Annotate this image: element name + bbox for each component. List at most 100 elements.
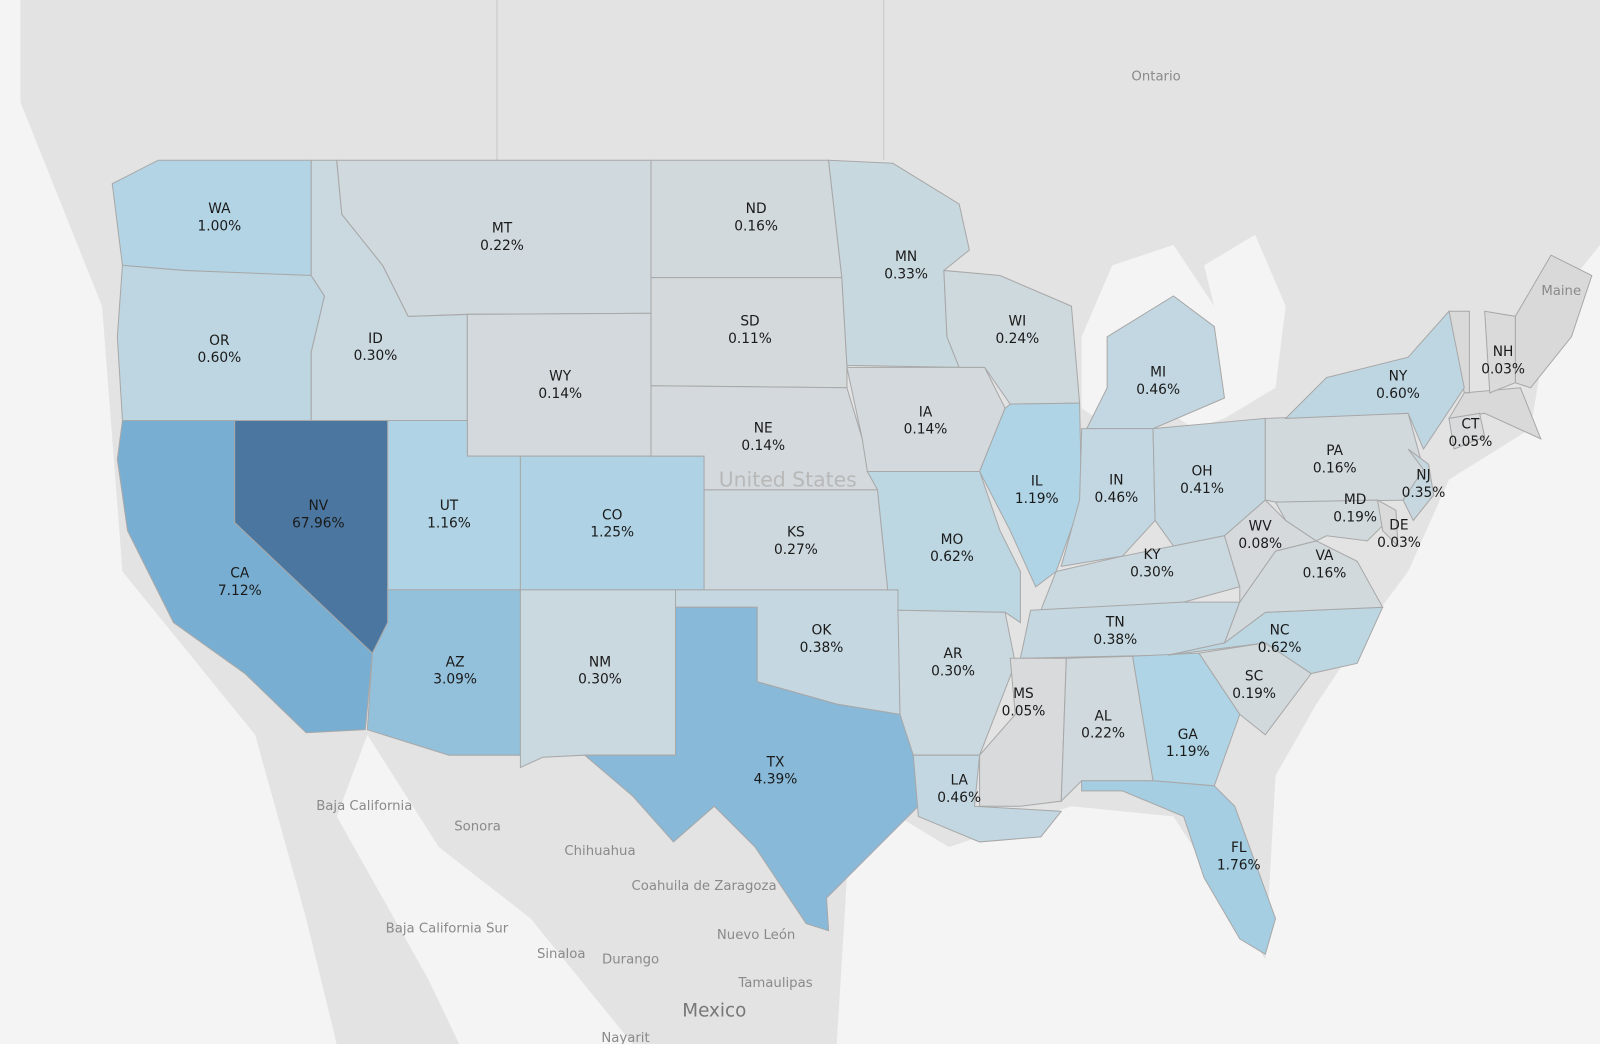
state <box>1085 295 1226 430</box>
state <box>1448 412 1486 450</box>
state-code: DE <box>1389 518 1408 534</box>
place-label: Mexico <box>682 1000 746 1021</box>
state-value: 4.39% <box>754 772 798 788</box>
state-value: 0.14% <box>538 386 582 402</box>
place-label: Sinaloa <box>537 947 586 962</box>
state-value: 0.30% <box>354 348 398 364</box>
state-code: WV <box>1249 519 1273 535</box>
state <box>583 606 919 932</box>
state-value: 67.96% <box>292 516 344 532</box>
state-value: 0.03% <box>1481 361 1525 377</box>
state-value: 1.16% <box>427 516 471 532</box>
state-value: 0.27% <box>774 542 818 558</box>
state <box>912 754 1063 843</box>
state-code: NJ <box>1416 468 1430 484</box>
place-label: Nayarit <box>601 1031 649 1044</box>
state-value: 1.00% <box>198 219 242 235</box>
place-label: Coahuila de Zaragoza <box>632 879 777 894</box>
state-code: IA <box>919 404 933 420</box>
state-value: 0.05% <box>1002 703 1046 719</box>
state-code: AL <box>1095 708 1112 724</box>
states <box>111 159 1516 955</box>
place-label: Sonora <box>454 820 501 835</box>
state-value: 0.08% <box>1238 536 1282 552</box>
state-value: 0.60% <box>198 350 242 366</box>
state-value: 1.25% <box>590 525 634 541</box>
state <box>1132 652 1241 787</box>
state-code: NY <box>1389 369 1408 385</box>
state-code: WY <box>549 369 572 385</box>
state-code: NE <box>754 421 773 437</box>
state <box>650 277 848 389</box>
state-value: 0.11% <box>728 331 772 347</box>
state-value: 0.46% <box>1094 490 1138 506</box>
state-code: UT <box>440 498 459 514</box>
state <box>1376 499 1399 548</box>
state-code: NH <box>1493 344 1514 360</box>
state-code: MO <box>941 532 964 548</box>
state-value: 0.46% <box>1136 382 1180 398</box>
state <box>466 312 652 457</box>
state-code: SC <box>1245 669 1263 685</box>
state-code: TN <box>1105 615 1125 631</box>
state <box>1284 310 1465 451</box>
state-code: ID <box>368 331 383 347</box>
state-value: 0.38% <box>1093 632 1137 648</box>
state <box>1402 448 1435 522</box>
state-value: 0.03% <box>1377 535 1421 551</box>
state-value: 0.30% <box>931 664 975 680</box>
state-value: 0.35% <box>1402 485 1446 501</box>
state-value: 0.22% <box>1081 726 1125 742</box>
state <box>1264 412 1425 503</box>
state-code: MT <box>492 221 513 237</box>
state-value: 1.19% <box>1015 491 1059 507</box>
state-code: FL <box>1231 840 1247 856</box>
state-value: 0.16% <box>1303 566 1347 582</box>
state-code: MD <box>1344 492 1366 508</box>
state-code: WI <box>1009 313 1027 329</box>
labels: Ontario Maine United States Baja Califor… <box>198 70 1582 1044</box>
state-code: AR <box>944 646 963 662</box>
state-value: 0.14% <box>904 422 948 438</box>
state-code: OH <box>1191 463 1212 479</box>
place-label: Ontario <box>1131 70 1180 85</box>
state-code: NV <box>309 498 329 514</box>
place-label: Nuevo León <box>717 927 795 943</box>
state-code: MN <box>895 249 917 265</box>
state-value: 3.09% <box>433 672 477 688</box>
state-code: PA <box>1326 443 1343 459</box>
state-value: 0.30% <box>578 672 622 688</box>
state <box>1081 780 1277 955</box>
place-label: Chihuahua <box>564 844 635 859</box>
state-code: VA <box>1316 548 1335 564</box>
state <box>979 402 1083 588</box>
state-value: 1.76% <box>1217 857 1261 873</box>
state-code: MS <box>1013 686 1034 702</box>
place-label: Maine <box>1541 284 1581 299</box>
state-value: 0.19% <box>1333 509 1377 525</box>
state-code: NM <box>589 654 611 670</box>
state-value: 0.22% <box>480 238 524 254</box>
place-label: United States <box>719 468 857 492</box>
state-code: AZ <box>446 654 465 670</box>
state <box>1484 310 1516 394</box>
state-value: 0.16% <box>1313 460 1357 476</box>
state-code: MI <box>1150 364 1166 380</box>
state-value: 0.46% <box>937 790 981 806</box>
state-value: 0.60% <box>1376 386 1420 402</box>
state-value: 0.33% <box>884 267 928 283</box>
state-code: OR <box>209 333 230 349</box>
state-value: 0.38% <box>800 640 844 656</box>
place-label: Tamaulipas <box>737 976 812 991</box>
state-value: 1.19% <box>1166 744 1210 760</box>
state-code: KY <box>1144 547 1162 563</box>
state-value: 0.41% <box>1180 481 1224 497</box>
state-code: KS <box>787 525 805 541</box>
state-value: 0.16% <box>734 219 778 235</box>
state-code: CA <box>230 566 250 582</box>
state-code: CT <box>1461 417 1480 433</box>
state-code: OK <box>811 623 832 639</box>
state-code: TX <box>766 754 785 770</box>
state-code: SD <box>740 313 759 329</box>
